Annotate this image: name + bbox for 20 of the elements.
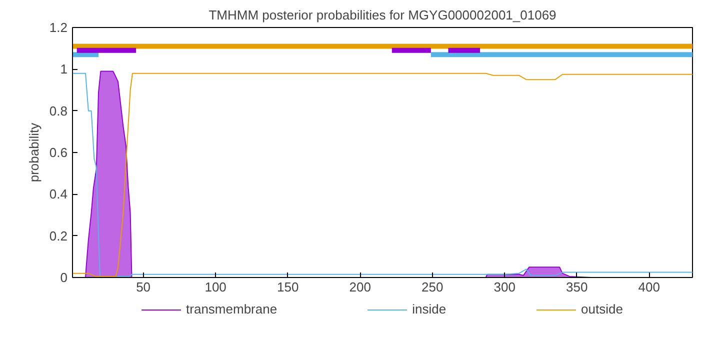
y-tick-label: 0.2	[49, 228, 68, 244]
y-tick-label: 1.2	[49, 20, 68, 35]
y-axis-title: probability	[26, 122, 42, 182]
chart-title: TMHMM posterior probabilities for MGYG000002001_01069	[208, 8, 556, 22]
y-tick-label: 0.8	[49, 103, 68, 118]
legend-label: inside	[412, 302, 446, 316]
x-tick-label: 300	[494, 280, 516, 294]
legend-label: transmembrane	[186, 302, 278, 316]
x-tick-label: 50	[136, 280, 151, 294]
y-tick-label: 0	[60, 270, 68, 285]
y-tick-label: 0.4	[49, 186, 68, 202]
x-tick-label: 250	[422, 280, 444, 294]
x-tick-label: 100	[204, 280, 226, 294]
legend-label: outside	[581, 302, 623, 316]
x-tick-label: 400	[638, 280, 660, 294]
x-tick-label: 150	[276, 280, 299, 294]
y-tick-label: 0.6	[49, 145, 68, 160]
x-tick-label: 200	[349, 280, 371, 294]
y-tick-label: 1	[60, 62, 68, 77]
x-tick-label: 350	[566, 280, 588, 294]
